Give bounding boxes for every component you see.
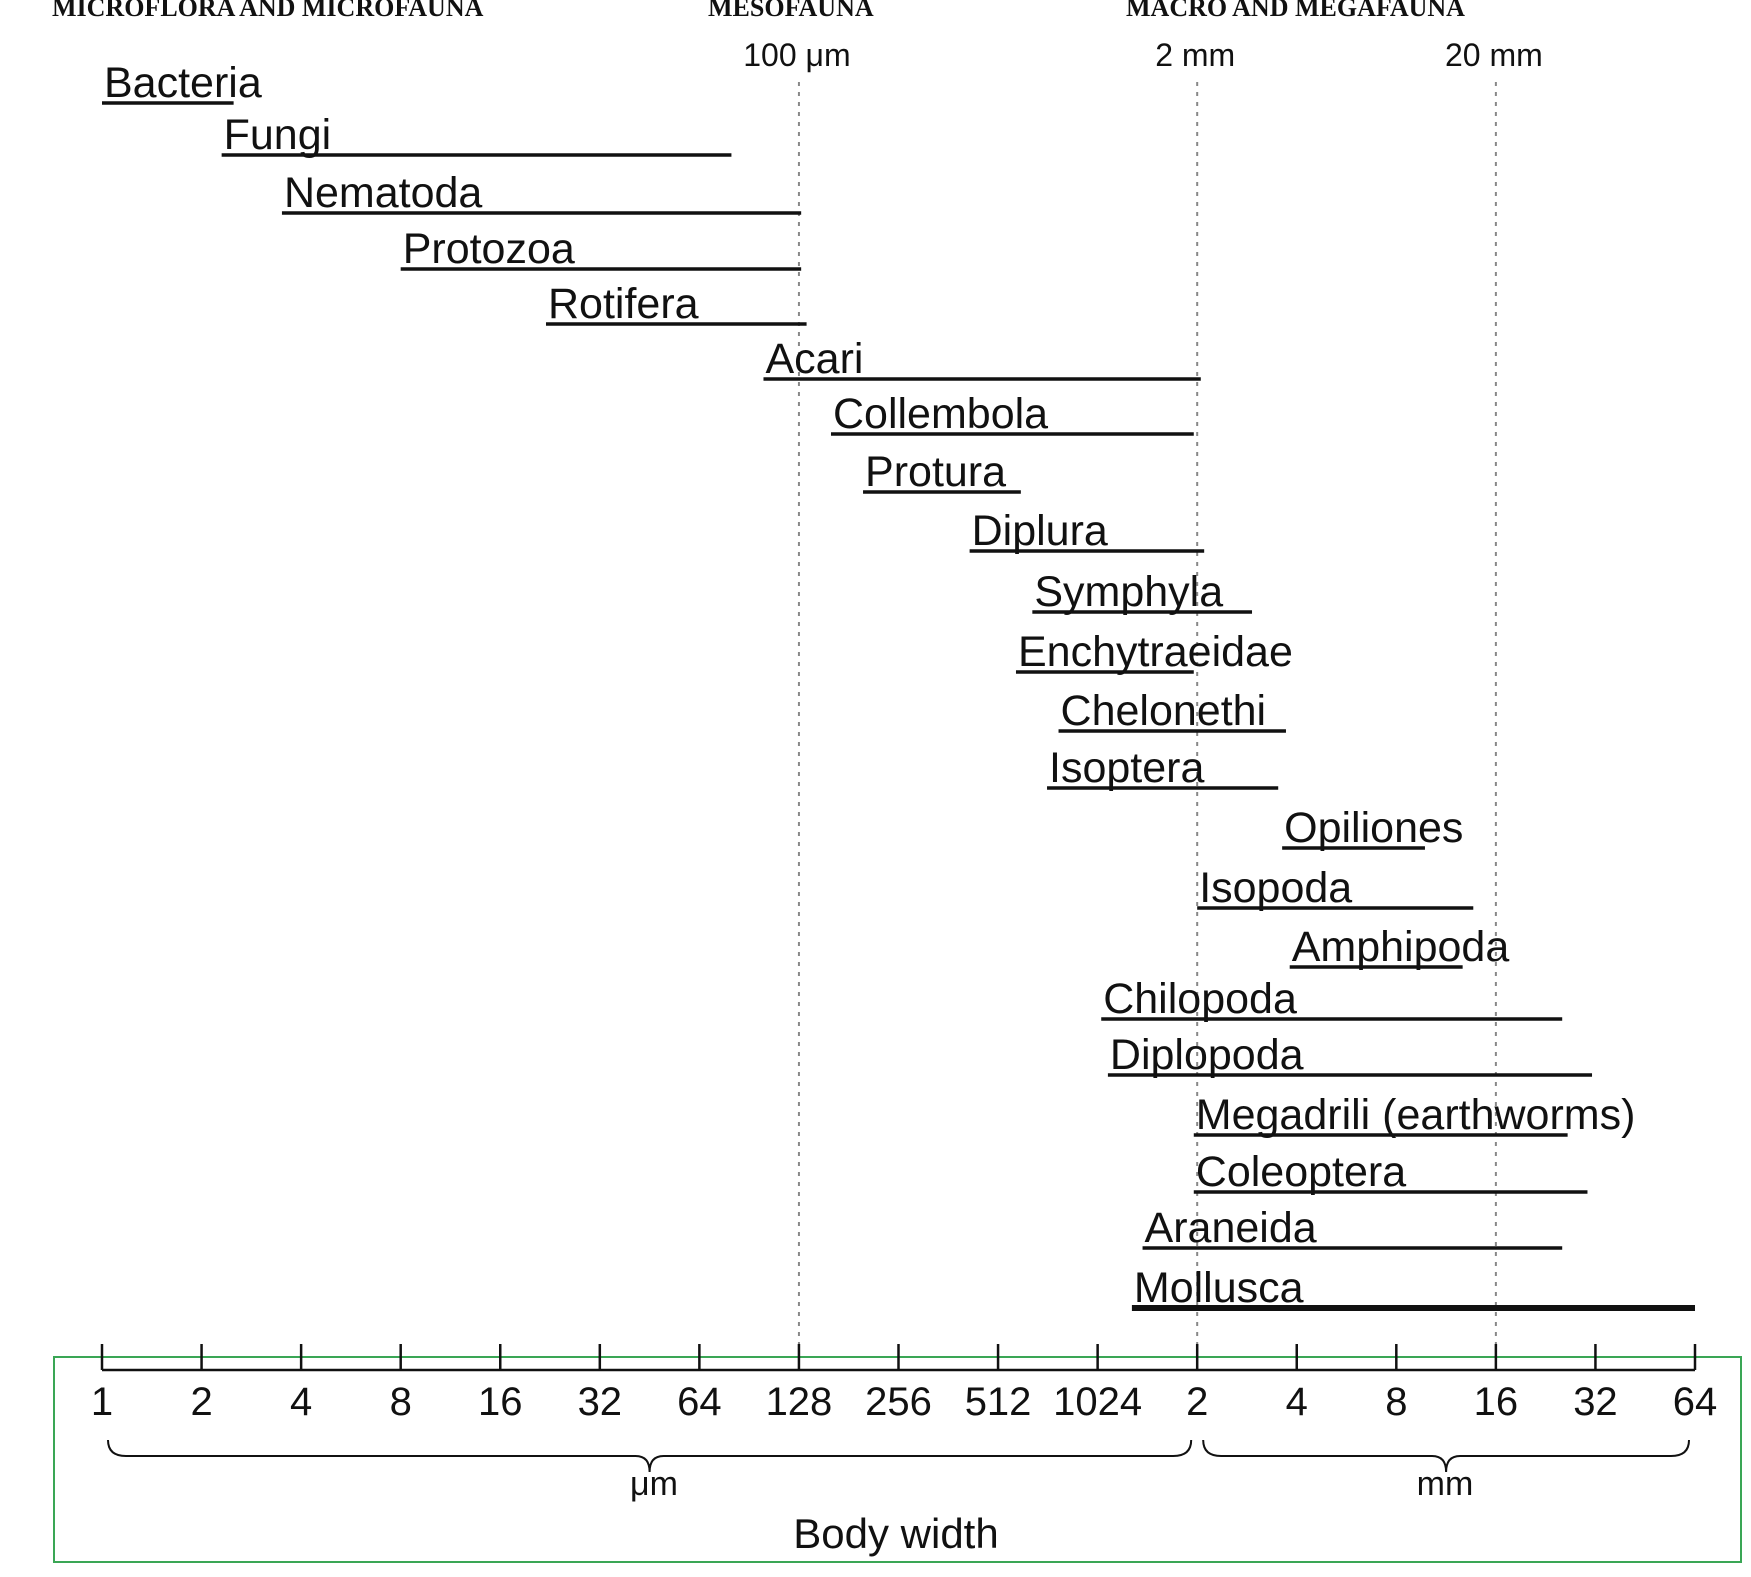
category-macro: MACRO AND MEGAFAUNA	[1126, 0, 1465, 22]
taxon-label: Amphipoda	[1292, 923, 1510, 971]
taxon-label: Acari	[765, 335, 863, 383]
millimeter-brace	[1202, 1439, 1690, 1473]
axis-tick-label: 32	[578, 1380, 623, 1424]
axis-title: Body width	[793, 1510, 998, 1557]
taxon-label: Opiliones	[1284, 804, 1463, 852]
taxon-label: Diplura	[972, 507, 1108, 555]
category-meso: MESOFAUNA	[708, 0, 874, 22]
taxon-label: Protozoa	[403, 225, 575, 273]
axis-tick-label: 4	[1286, 1380, 1308, 1424]
unit-label-millimeter: mm	[1417, 1465, 1474, 1503]
taxon-label: Nematoda	[284, 169, 482, 217]
axis-tick-label: 8	[390, 1380, 412, 1424]
axis-tick-label: 64	[1673, 1380, 1718, 1424]
reference-label: 100 μm	[743, 37, 850, 73]
taxon-label: Chelonethi	[1061, 687, 1267, 735]
axis-tick-label: 8	[1385, 1380, 1407, 1424]
taxon-label: Enchytraeidae	[1018, 628, 1293, 676]
taxon-label: Isopoda	[1199, 864, 1352, 912]
taxon-label: Bacteria	[104, 59, 262, 107]
taxon-label: Mollusca	[1134, 1264, 1304, 1312]
taxon-label: Megadrili (earthworms)	[1196, 1091, 1636, 1139]
axis-tick-label: 256	[865, 1380, 932, 1424]
axis-tick-label: 16	[1474, 1380, 1519, 1424]
taxon-label: Diplopoda	[1110, 1031, 1304, 1079]
axis-tick-label: 64	[677, 1380, 722, 1424]
axis-tick-label: 512	[965, 1380, 1032, 1424]
taxon-label: Protura	[865, 448, 1006, 496]
axis-tick-label: 32	[1573, 1380, 1618, 1424]
category-micro: MICROFLORA AND MICROFAUNA	[52, 0, 484, 22]
axis-tick-label: 2	[190, 1380, 212, 1424]
taxon-label: Isoptera	[1049, 744, 1204, 792]
taxon-label: Coleoptera	[1196, 1148, 1406, 1196]
taxon-label: Chilopoda	[1103, 975, 1297, 1023]
taxon-label: Rotifera	[548, 280, 699, 328]
taxon-label: Fungi	[224, 111, 332, 159]
unit-label-micrometer: μm	[630, 1465, 678, 1503]
axis-tick-label: 1	[91, 1380, 113, 1424]
taxon-label: Symphyla	[1034, 568, 1223, 616]
taxon-label: Araneida	[1145, 1204, 1317, 1252]
axis-tick-label: 4	[290, 1380, 312, 1424]
axis-tick-label: 128	[766, 1380, 833, 1424]
axis-layer: 1 2 4 8 16 32 64 128 256 512 1024 2 4 8 16 32 64	[91, 1344, 1717, 1424]
taxon-label: Collembola	[833, 390, 1048, 438]
axis-tick-label: 2	[1186, 1380, 1208, 1424]
micrometer-brace	[107, 1439, 1193, 1473]
axis-tick-label: 16	[478, 1380, 523, 1424]
reference-label: 2 mm	[1155, 37, 1235, 73]
reference-label: 20 mm	[1445, 37, 1543, 73]
axis-tick-label: 1024	[1053, 1380, 1142, 1424]
